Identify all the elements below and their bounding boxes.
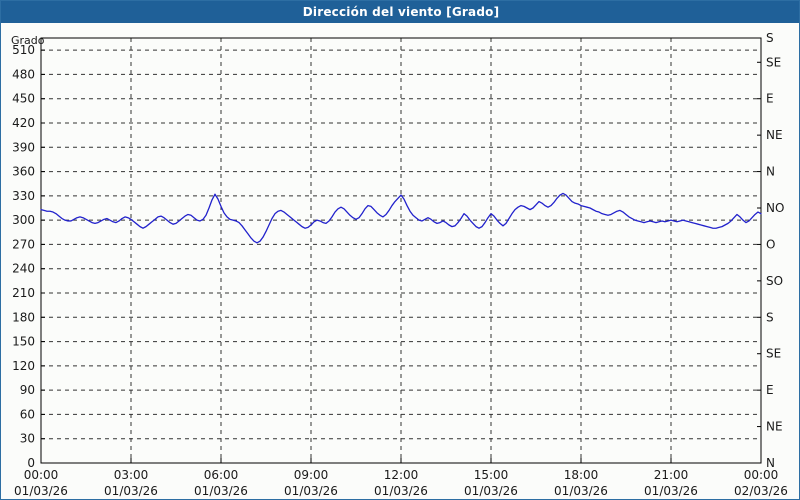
compass-tick-label: S [766, 31, 774, 45]
x-axis-date-label: 02/03/26 [734, 484, 788, 498]
y-axis-tick-label: 150 [12, 335, 35, 349]
compass-tick-label: SO [766, 274, 783, 288]
y-axis-tick-label: 0 [27, 456, 35, 470]
x-axis-labels: 00:00 01/03/26 03:00 01/03/26 06:00 01/03/26 0… [14, 468, 788, 498]
compass-tick-label: SE [766, 347, 781, 361]
secondary-y-axis-labels: N NE E SE S SO O NO N NE E SE S [766, 31, 784, 470]
compass-tick-label: NE [766, 420, 783, 434]
compass-tick-label: S [766, 310, 774, 324]
tick-marks [40, 37, 762, 464]
x-axis-date-label: 01/03/26 [194, 484, 248, 498]
x-axis-time-label: 15:00 [474, 468, 509, 482]
y-axis-tick-label: 450 [12, 92, 35, 106]
x-axis-date-label: 01/03/26 [104, 484, 158, 498]
x-axis-time-label: 18:00 [564, 468, 599, 482]
x-axis-time-label: 09:00 [294, 468, 329, 482]
page-title: Dirección del viento [Grado] [302, 5, 500, 19]
compass-tick-label: N [766, 456, 775, 470]
compass-tick-label: E [766, 92, 774, 106]
y-axis-tick-label: 480 [12, 67, 35, 81]
y-axis-tick-label: 60 [20, 407, 35, 421]
y-axis-tick-label: 270 [12, 237, 35, 251]
x-axis-time-label: 12:00 [384, 468, 419, 482]
x-axis-time-label: 00:00 [24, 468, 59, 482]
x-axis-time-label: 03:00 [114, 468, 149, 482]
compass-tick-label: O [766, 237, 775, 251]
compass-tick-label: E [766, 383, 774, 397]
y-axis-tick-label: 240 [12, 262, 35, 276]
x-axis-time-label: 00:00 [744, 468, 779, 482]
y-axis-tick-label: 510 [12, 43, 35, 57]
y-axis-tick-label: 90 [20, 383, 35, 397]
axis-unit-text: Grado [11, 34, 45, 47]
x-axis-date-label: 01/03/26 [284, 484, 338, 498]
y-axis-tick-label: 330 [12, 189, 35, 203]
compass-tick-label: SE [766, 55, 781, 69]
y-axis-unit-label: Grado [11, 34, 45, 47]
data-series-layer [40, 192, 762, 244]
x-axis-date-label: 01/03/26 [644, 484, 698, 498]
grid-layer [41, 38, 761, 463]
x-axis-date-label: 01/03/26 [554, 484, 608, 498]
x-axis-time-label: 21:00 [654, 468, 689, 482]
window-title-bar: Dirección del viento [Grado] [1, 1, 799, 23]
compass-tick-label: NE [766, 128, 783, 142]
chart-canvas: 0 30 60 90 120 150 180 210 240 270 300 330 360 390 420… [1, 23, 799, 499]
x-axis-date-label: 01/03/26 [14, 484, 68, 498]
y-axis-tick-label: 300 [12, 213, 35, 227]
y-axis-tick-label: 420 [12, 116, 35, 130]
y-axis-tick-label: 210 [12, 286, 35, 300]
y-axis-tick-label: 30 [20, 432, 35, 446]
x-axis-time-label: 06:00 [204, 468, 239, 482]
compass-tick-label: NO [766, 201, 784, 215]
y-axis-tick-label: 180 [12, 310, 35, 324]
x-axis-date-label: 01/03/26 [374, 484, 428, 498]
y-axis-tick-label: 120 [12, 359, 35, 373]
series-line [40, 192, 762, 244]
y-axis-tick-label: 390 [12, 140, 35, 154]
compass-tick-label: N [766, 165, 775, 179]
x-axis-date-label: 01/03/26 [464, 484, 518, 498]
wind-direction-line-chart: 0 30 60 90 120 150 180 210 240 270 300 330 360 390 420… [11, 31, 788, 498]
y-axis-labels: 0 30 60 90 120 150 180 210 240 270 300 330 360 390 420… [12, 43, 35, 470]
y-axis-tick-label: 360 [12, 165, 35, 179]
